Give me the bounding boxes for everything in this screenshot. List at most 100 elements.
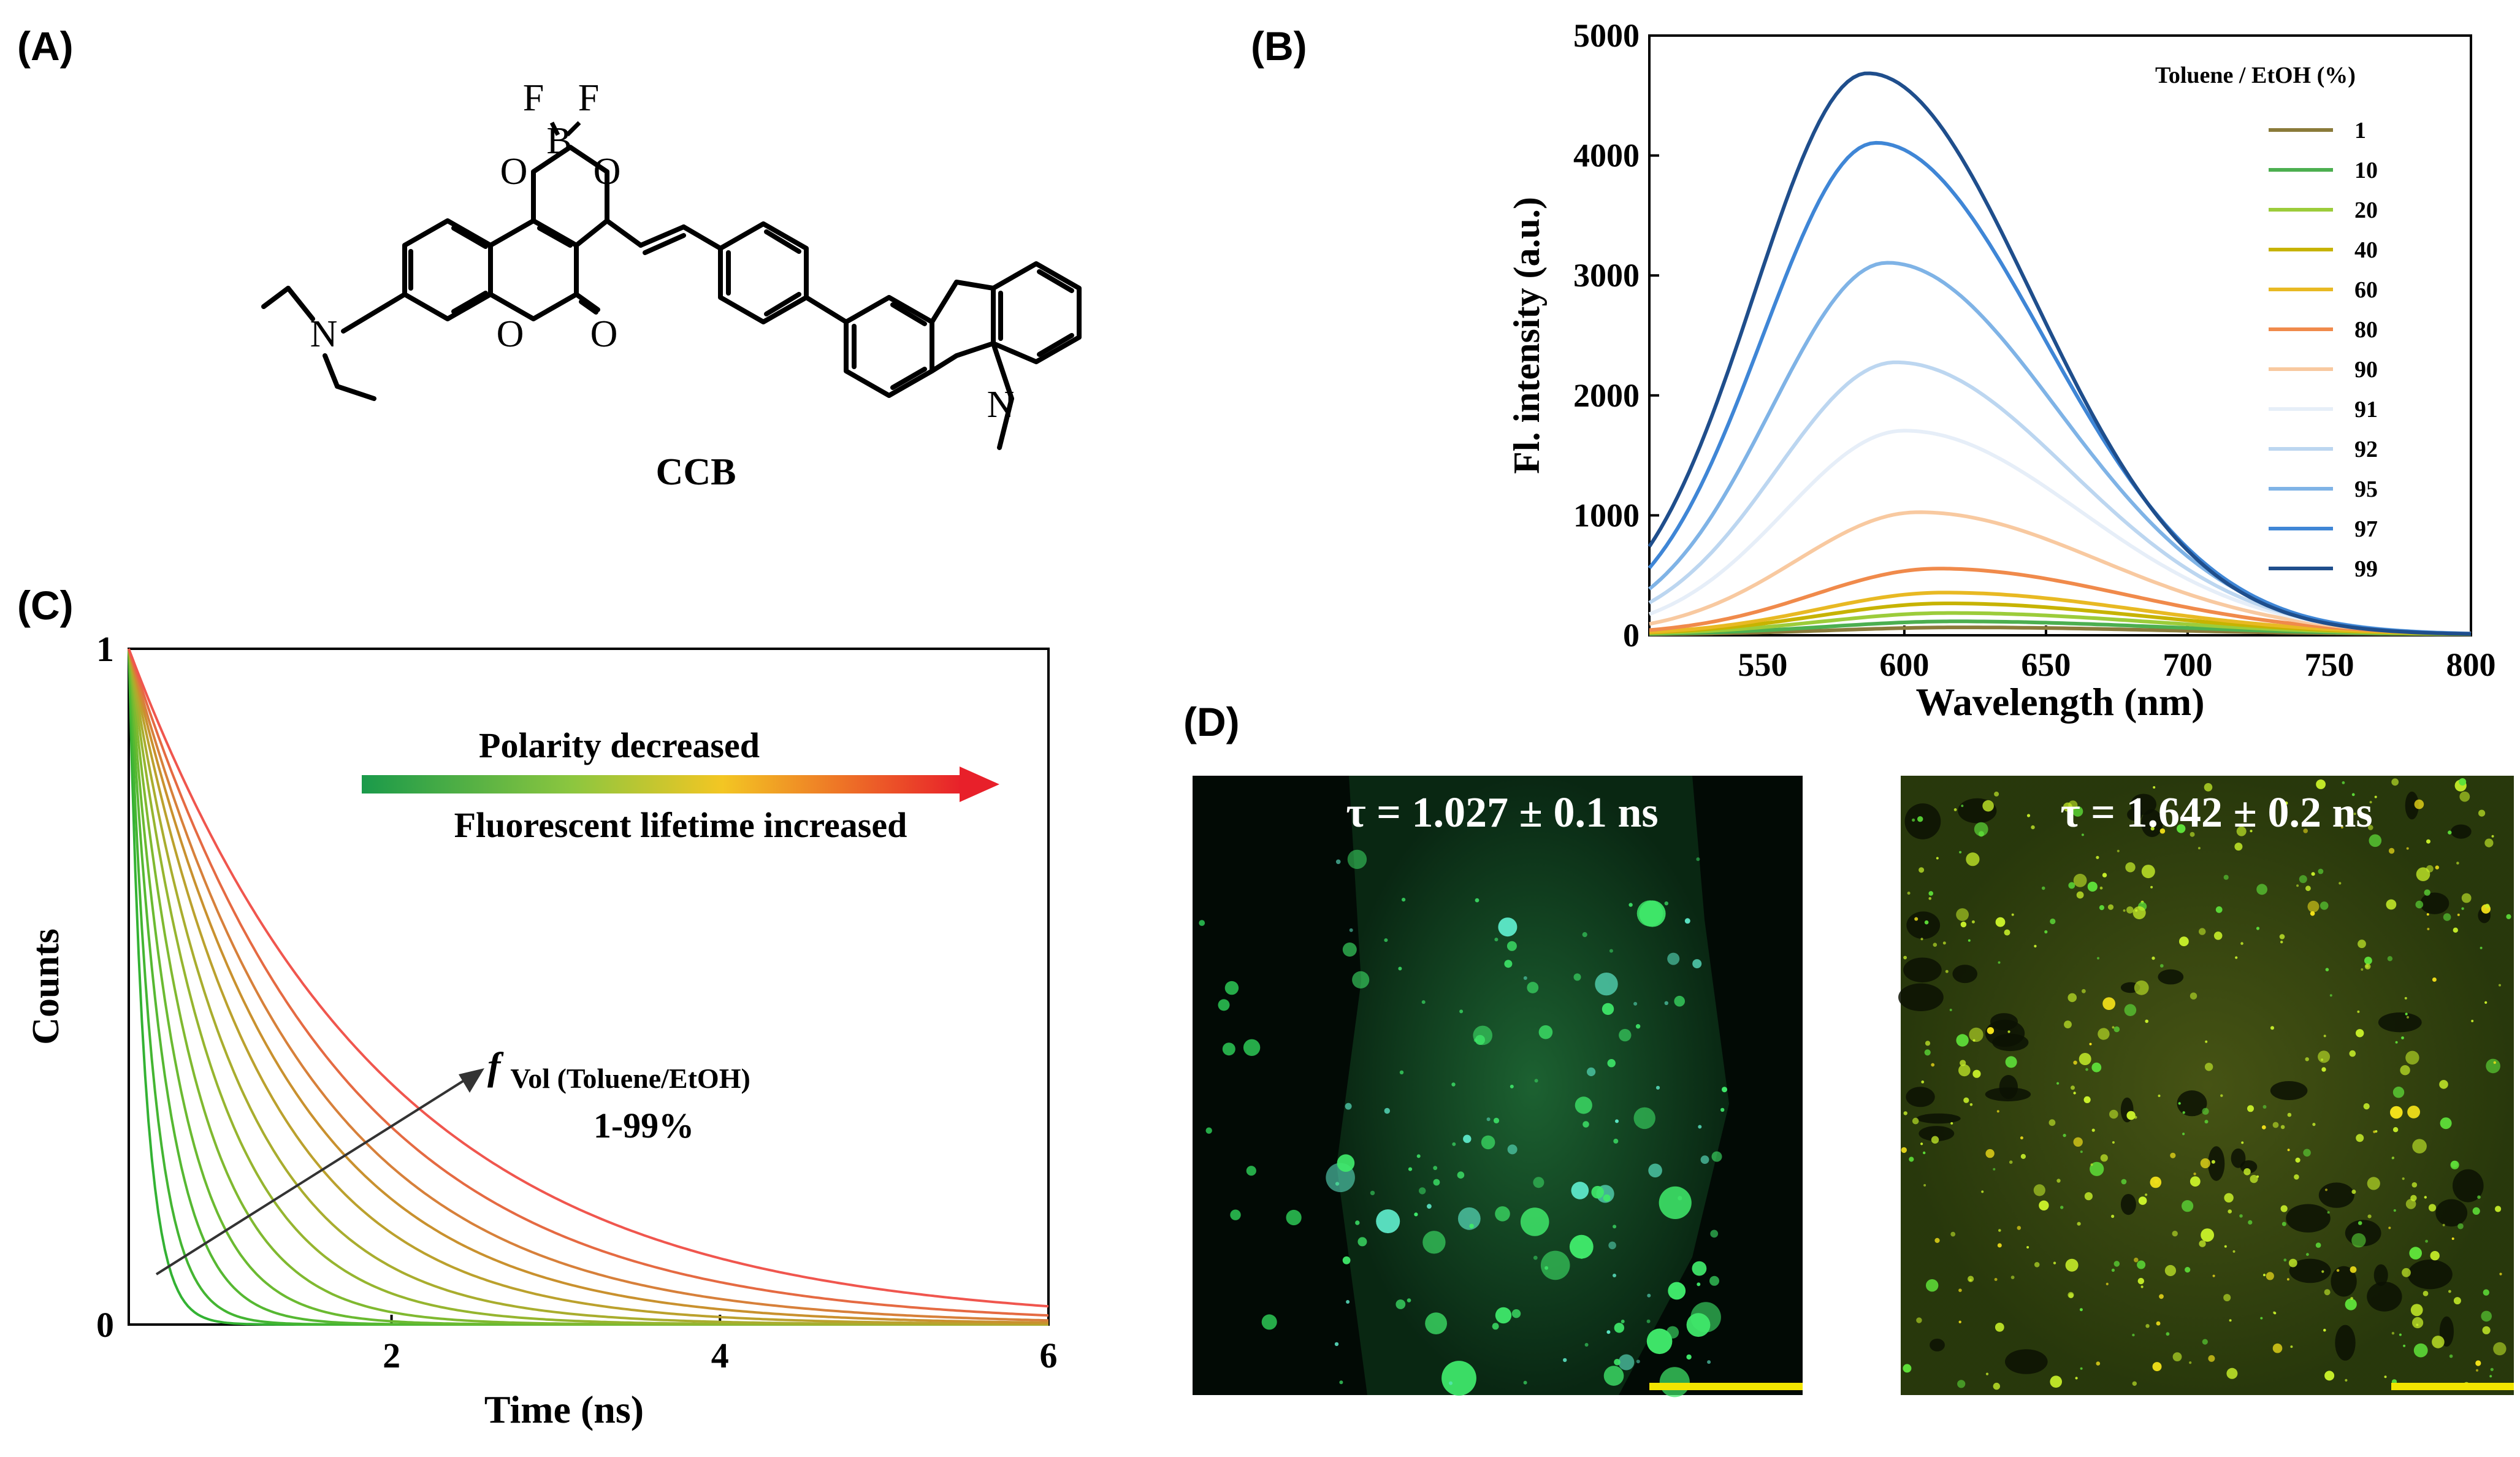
particle [2205, 1040, 2208, 1043]
particle [1416, 1154, 1421, 1158]
legend-entry: 40 [2354, 237, 2378, 263]
particle [1686, 1354, 1692, 1360]
atom-o-left: O [500, 151, 528, 193]
particle [1722, 1087, 1727, 1093]
particle [1495, 1206, 1510, 1222]
particle [1697, 1282, 1701, 1287]
flim-image-right: τ = 1.642 ± 0.2 ns [1898, 776, 2514, 1395]
particle [2213, 931, 2223, 940]
compound-name: CCB [656, 451, 736, 493]
particle [2071, 1085, 2075, 1090]
particle [2345, 1379, 2348, 1382]
particle [1647, 1293, 1651, 1298]
particle [1958, 1288, 1962, 1292]
particle [2285, 801, 2288, 805]
particle [2471, 1020, 2474, 1022]
right-image-dark-regions [1898, 791, 2491, 1374]
particle [1579, 1255, 1584, 1259]
particle [1928, 897, 1931, 900]
legend-entry: 97 [2354, 516, 2378, 542]
particle [1261, 1314, 1277, 1330]
particle [2017, 1226, 2022, 1230]
particle [2193, 1172, 2196, 1176]
particle [1956, 908, 1969, 921]
fvol-subscript: Vol (Toluene/EtOH) [510, 1063, 750, 1094]
particle [2010, 1275, 2015, 1280]
particle [1419, 1187, 1426, 1195]
dark-region [2335, 1325, 2356, 1361]
particle [2363, 1103, 2370, 1110]
particle [1692, 959, 1702, 969]
particle [2107, 904, 2114, 910]
particle [1591, 1185, 1604, 1199]
particle [2439, 1080, 2448, 1089]
particle [2215, 906, 2223, 913]
particle [1664, 1001, 1668, 1006]
particle [1609, 949, 1613, 953]
particle [1942, 941, 1946, 945]
particle [1696, 857, 1700, 862]
dark-region [1916, 1113, 1961, 1124]
particle [2090, 1163, 2093, 1166]
particle [2204, 1120, 2209, 1124]
particle [1710, 1229, 1719, 1238]
particle [2261, 1125, 2266, 1130]
particle [2489, 1375, 2492, 1378]
x-tick-label: 650 [2021, 646, 2071, 683]
y-tick-label: 0 [96, 1305, 114, 1345]
particle [2459, 791, 2470, 802]
particle [2388, 847, 2395, 854]
dark-region [1906, 1087, 1935, 1107]
particle [2364, 963, 2371, 969]
particle [2199, 928, 2206, 935]
particle [1998, 961, 2001, 964]
particle [2190, 992, 2197, 1000]
panel-a: (A) [17, 23, 1082, 493]
particle [1433, 1166, 1438, 1171]
particle [2480, 946, 2483, 949]
particle [2077, 1222, 2081, 1226]
particle [2102, 997, 2116, 1010]
particle [1659, 1367, 1690, 1398]
particle [2202, 1339, 2208, 1345]
particle [2453, 1297, 2461, 1305]
particle [1994, 791, 1999, 797]
particle [1700, 1155, 1709, 1164]
dark-region [2453, 1169, 2484, 1203]
dark-region [2405, 791, 2419, 820]
particle [1960, 1060, 1966, 1066]
particle [2068, 1291, 2074, 1298]
legend-entry: 60 [2354, 277, 2378, 303]
particle [1399, 1070, 1404, 1075]
particle [2091, 1128, 2095, 1132]
particle [2280, 941, 2283, 944]
particle [1919, 867, 1925, 873]
particle [2262, 1274, 2266, 1277]
particle [1608, 1241, 1616, 1250]
particle [1648, 1163, 1662, 1178]
particle [1698, 1125, 1702, 1129]
particle [1335, 859, 1341, 865]
particle [2287, 1149, 2290, 1152]
particle [2034, 1262, 2040, 1268]
particle [2414, 799, 2424, 809]
particle [2150, 827, 2155, 831]
particle [1587, 1067, 1596, 1076]
particle [2125, 862, 2136, 873]
particle [2236, 826, 2247, 836]
particle [1224, 981, 1239, 995]
left-scale-bar [1649, 1383, 1803, 1390]
particle [1396, 1299, 1406, 1309]
particle [1909, 1157, 1914, 1162]
particle [1357, 1237, 1367, 1247]
particle [1674, 1285, 1678, 1290]
particle [2410, 1195, 2417, 1202]
particle [1584, 1343, 1589, 1347]
particle [2390, 1106, 2403, 1119]
particle [2416, 867, 2430, 881]
particle [2339, 882, 2342, 885]
particle [2311, 872, 2315, 876]
x-tick-label: 4 [711, 1336, 729, 1375]
particle [2401, 1036, 2404, 1039]
particle [2305, 1057, 2309, 1061]
